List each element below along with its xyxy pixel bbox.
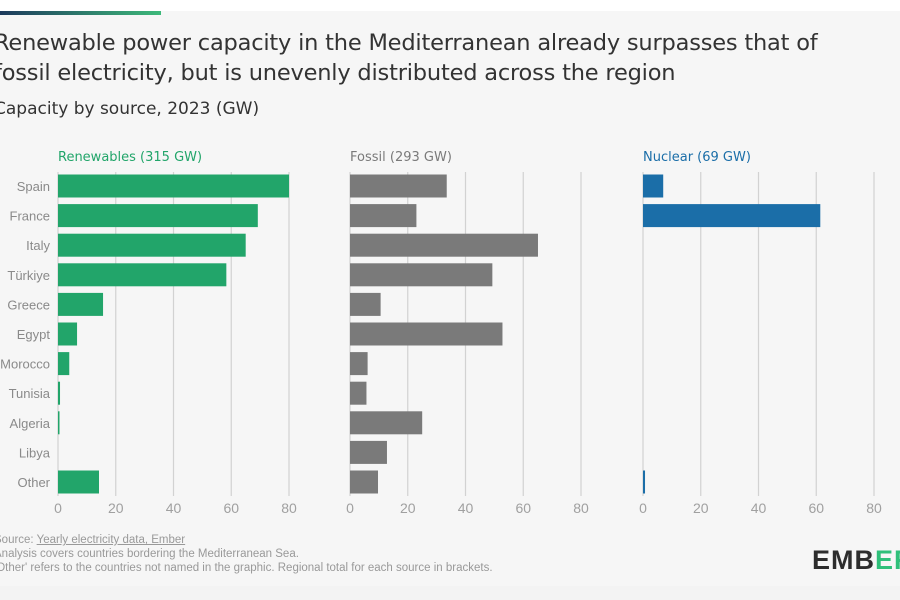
category-label: Türkiye — [7, 268, 50, 283]
bar-renewables-spain — [58, 174, 289, 198]
bar-renewables-italy — [58, 233, 246, 257]
tick-label: 60 — [515, 500, 531, 516]
bar-renewables-tunisia — [58, 381, 61, 405]
tick-label: 0 — [54, 500, 62, 516]
ember-logo: EMBER — [812, 545, 900, 575]
bar-fossil-libya — [350, 440, 387, 464]
category-label: Tunisia — [9, 386, 51, 401]
chart-card — [0, 11, 900, 586]
category-label: Algeria — [10, 416, 51, 431]
category-label: Libya — [19, 445, 51, 460]
tick-label: 20 — [693, 500, 709, 516]
source-note: Source: Yearly electricity data, Ember — [0, 534, 185, 546]
tick-label: 80 — [866, 500, 882, 516]
bar-fossil-other — [350, 470, 379, 494]
bar-fossil-morocco — [350, 352, 368, 376]
chart-title-line-2: fossil electricity, but is unevenly dist… — [0, 60, 676, 86]
bar-nuclear-spain — [643, 174, 664, 198]
tick-label: 40 — [166, 500, 182, 516]
chart-title-line-1: Renewable power capacity in the Mediterr… — [0, 30, 818, 56]
category-label: Spain — [17, 179, 50, 194]
bar-fossil-italy — [350, 233, 538, 257]
other-note: 'Other' refers to the countries not name… — [0, 562, 493, 574]
tick-label: 40 — [751, 500, 767, 516]
bar-nuclear-other — [643, 470, 646, 494]
category-label: Italy — [26, 238, 50, 253]
bar-renewables-other — [58, 470, 100, 494]
tick-label: 80 — [281, 500, 297, 516]
bar-fossil-tunisia — [350, 381, 367, 405]
tick-label: 60 — [223, 500, 239, 516]
bar-fossil-greece — [350, 292, 381, 316]
bar-renewables-morocco — [58, 352, 70, 376]
bar-renewables-greece — [58, 292, 104, 316]
analysis-note: Analysis covers countries bordering the … — [0, 548, 299, 560]
category-label: Morocco — [0, 357, 50, 372]
tick-label: 0 — [346, 500, 354, 516]
tick-label: 20 — [400, 500, 416, 516]
tick-label: 80 — [573, 500, 589, 516]
bar-fossil-france — [350, 204, 417, 228]
bar-renewables-algeria — [58, 411, 60, 435]
bar-fossil-algeria — [350, 411, 423, 435]
tick-label: 0 — [639, 500, 647, 516]
bar-chart: Spain France Italy Türkiye Greece Egypt Morocc… — [0, 150, 882, 516]
chart-subtitle: Capacity by source, 2023 (GW) — [0, 99, 260, 119]
bar-fossil-spain — [350, 174, 447, 198]
category-label: Greece — [7, 297, 50, 312]
category-label: France — [10, 209, 50, 224]
bar-nuclear-france — [643, 204, 821, 228]
bar-renewables-france — [58, 204, 258, 228]
category-label: Other — [17, 475, 50, 490]
bar-renewables-egypt — [58, 322, 78, 346]
panel-title: Nuclear (69 GW) — [643, 150, 751, 165]
category-label: Egypt — [17, 327, 51, 342]
bar-renewables-türkiye — [58, 263, 227, 287]
bar-fossil-egypt — [350, 322, 503, 346]
brand-accent-bar — [0, 11, 161, 15]
tick-label: 40 — [458, 500, 474, 516]
bottom-strip — [0, 586, 900, 600]
tick-label: 60 — [808, 500, 824, 516]
bar-fossil-türkiye — [350, 263, 493, 287]
tick-label: 20 — [108, 500, 124, 516]
source-link[interactable]: Yearly electricity data, Ember — [36, 534, 186, 546]
panel-title: Fossil (293 GW) — [350, 150, 452, 165]
panel-title: Renewables (315 GW) — [58, 150, 202, 165]
source-prefix: Source: — [0, 534, 34, 546]
